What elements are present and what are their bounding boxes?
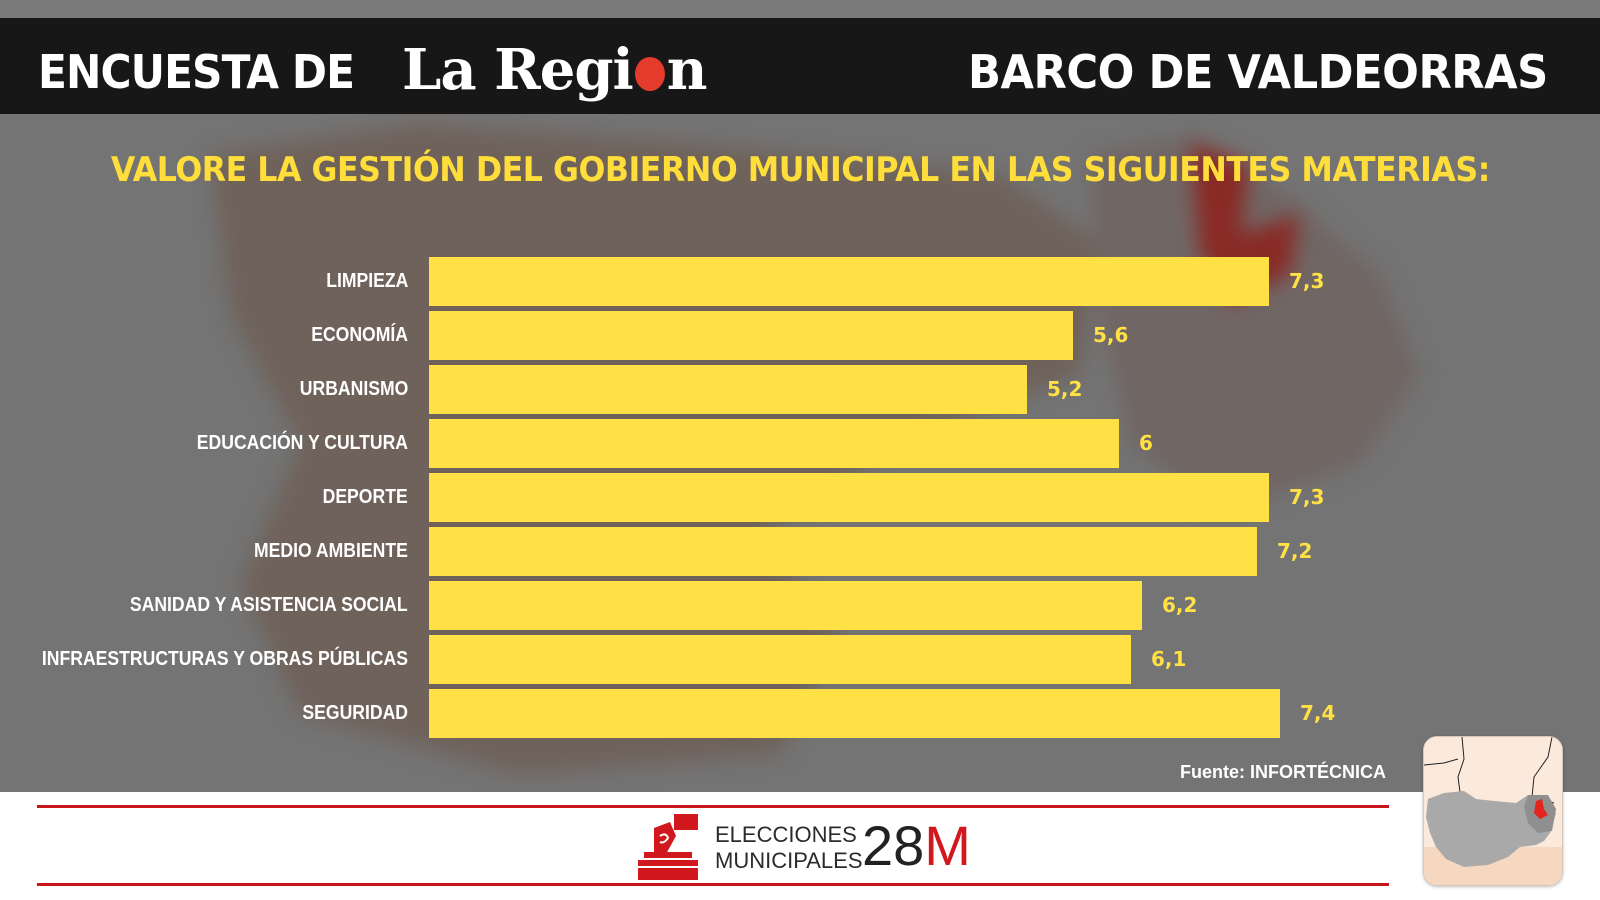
bar [429, 311, 1073, 360]
bar-row: LIMPIEZA 7,3 [0, 257, 1600, 306]
location-map-icon [1423, 736, 1563, 886]
bar-chart: LIMPIEZA 7,3 ECONOMÍA 5,6 URBANISMO 5,2 EDUCAC… [0, 114, 1600, 792]
source-note: Fuente: INFORTÉCNICA [1180, 762, 1386, 782]
bar [429, 257, 1269, 306]
footer-rule-top [37, 805, 1389, 808]
brand-text-2: n [666, 37, 708, 103]
category-label: INFRAESTRUCTURAS Y OBRAS PÚBLICAS [41, 648, 408, 670]
category-label: URBANISMO [299, 378, 408, 400]
category-label: MEDIO AMBIENTE [254, 540, 408, 562]
value-label: 7,3 [1289, 485, 1325, 509]
newspaper-logo: La Regi n [402, 37, 708, 103]
bar-row: URBANISMO 5,2 [0, 365, 1600, 414]
bar-row: SEGURIDAD 7,4 [0, 689, 1600, 738]
top-strip [0, 0, 1600, 18]
footer-rule-bottom [37, 883, 1389, 886]
value-label: 6 [1139, 431, 1153, 455]
bar-row: MEDIO AMBIENTE 7,2 [0, 527, 1600, 576]
category-label: EDUCACIÓN Y CULTURA [196, 432, 408, 454]
bar-row: EDUCACIÓN Y CULTURA 6 [0, 419, 1600, 468]
value-label: 7,3 [1289, 269, 1325, 293]
header-banner: ENCUESTA DE La Regi n BARCO DE VALDEORRAS [0, 18, 1600, 114]
bar [429, 527, 1257, 576]
municipality-title: BARCO DE VALDEORRAS [968, 45, 1548, 99]
survey-label: ENCUESTA DE [38, 45, 355, 99]
brand-text-1: La Regi [402, 37, 634, 103]
category-label: ECONOMÍA [311, 324, 408, 346]
bar [429, 473, 1269, 522]
footer-banner: ELECCIONES MUNICIPALES 28M [0, 792, 1600, 900]
bar [429, 689, 1280, 738]
bar-row: SANIDAD Y ASISTENCIA SOCIAL 6,2 [0, 581, 1600, 630]
category-label: LIMPIEZA [325, 270, 408, 292]
bar-row: DEPORTE 7,3 [0, 473, 1600, 522]
value-label: 5,6 [1093, 323, 1129, 347]
bar-row: ECONOMÍA 5,6 [0, 311, 1600, 360]
chart-title: VALORE LA GESTIÓN DEL GOBIERNO MUNICIPAL… [110, 150, 1490, 190]
value-label: 5,2 [1047, 377, 1083, 401]
value-label: 7,4 [1300, 701, 1336, 725]
bar [429, 419, 1119, 468]
bar [429, 365, 1027, 414]
value-label: 6,1 [1151, 647, 1187, 671]
election-date: 28M [862, 814, 971, 877]
elections-logo: ELECCIONES MUNICIPALES 28M [636, 814, 976, 880]
chart-panel: VALORE LA GESTIÓN DEL GOBIERNO MUNICIPAL… [0, 114, 1600, 792]
value-label: 7,2 [1277, 539, 1313, 563]
category-label: SANIDAD Y ASISTENCIA SOCIAL [130, 594, 408, 616]
value-label: 6,2 [1162, 593, 1198, 617]
bar [429, 635, 1131, 684]
bar [429, 581, 1142, 630]
category-label: SEGURIDAD [302, 702, 408, 724]
ballot-box-icon [638, 814, 698, 880]
elections-text: ELECCIONES MUNICIPALES [715, 822, 863, 873]
category-label: DEPORTE [322, 486, 408, 508]
bar-row: INFRAESTRUCTURAS Y OBRAS PÚBLICAS 6,1 [0, 635, 1600, 684]
red-dot-o-icon [634, 57, 665, 91]
